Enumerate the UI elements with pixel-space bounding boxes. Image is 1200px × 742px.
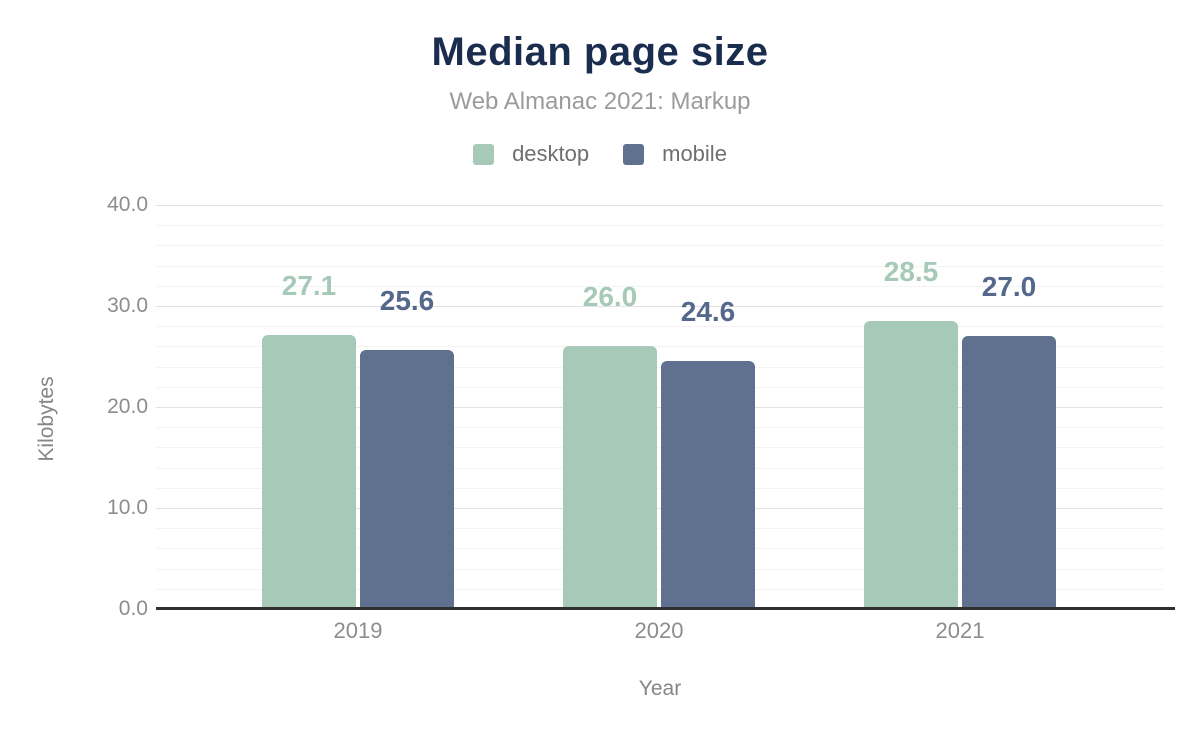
bar-mobile-2021	[962, 336, 1056, 608]
y-axis-title: Kilobytes	[35, 376, 58, 462]
minor-gridline	[156, 346, 1163, 348]
minor-gridline	[156, 588, 1163, 590]
y-tick-label: 40.0	[107, 193, 148, 216]
bar-value-label-desktop: 27.1	[281, 270, 337, 302]
minor-gridline	[156, 548, 1163, 550]
bar-value-label-desktop: 28.5	[883, 256, 939, 288]
bar-desktop-2020	[563, 346, 657, 608]
x-axis-title: Year	[638, 677, 682, 700]
minor-gridline	[156, 447, 1163, 449]
bar-value-label-mobile: 27.0	[981, 271, 1037, 303]
minor-gridline	[156, 245, 1163, 247]
minor-gridline	[156, 366, 1163, 368]
minor-gridline	[156, 528, 1163, 530]
legend: desktop mobile	[0, 141, 1200, 167]
bar-value-label-mobile: 24.6	[680, 295, 736, 327]
minor-gridline	[156, 326, 1163, 328]
major-gridline	[156, 508, 1163, 509]
bar-mobile-2020	[661, 360, 755, 608]
legend-label-mobile: mobile	[662, 141, 727, 166]
legend-swatch-desktop	[473, 143, 495, 165]
minor-gridline	[156, 225, 1163, 227]
bar-desktop-2021	[864, 321, 958, 608]
legend-label-desktop: desktop	[512, 141, 590, 166]
minor-gridline	[156, 285, 1163, 287]
major-gridline	[156, 306, 1163, 307]
major-gridline	[156, 407, 1163, 408]
bar-value-label-mobile: 25.6	[379, 285, 435, 317]
major-gridline	[156, 205, 1163, 206]
x-axis-line	[156, 607, 1175, 610]
x-tick-label: 2019	[333, 618, 383, 643]
minor-gridline	[156, 386, 1163, 388]
x-tick-label: 2021	[935, 618, 985, 643]
bar-desktop-2019	[262, 335, 356, 608]
y-tick-label: 20.0	[107, 395, 148, 418]
chart-subtitle: Web Almanac 2021: Markup	[449, 88, 751, 115]
legend-item-mobile: mobile	[623, 141, 727, 167]
y-tick-label: 10.0	[107, 496, 148, 519]
minor-gridline	[156, 427, 1163, 429]
chart-title: Median page size	[431, 30, 769, 74]
minor-gridline	[156, 265, 1163, 267]
x-tick-label: 2020	[634, 618, 684, 643]
y-tick-label: 0.0	[118, 597, 148, 620]
minor-gridline	[156, 487, 1163, 489]
minor-gridline	[156, 467, 1163, 469]
minor-gridline	[156, 568, 1163, 570]
legend-swatch-mobile	[623, 143, 645, 165]
legend-item-desktop: desktop	[473, 141, 589, 167]
y-tick-label: 30.0	[107, 294, 148, 317]
bar-value-label-desktop: 26.0	[582, 281, 638, 313]
bar-mobile-2019	[360, 350, 454, 608]
